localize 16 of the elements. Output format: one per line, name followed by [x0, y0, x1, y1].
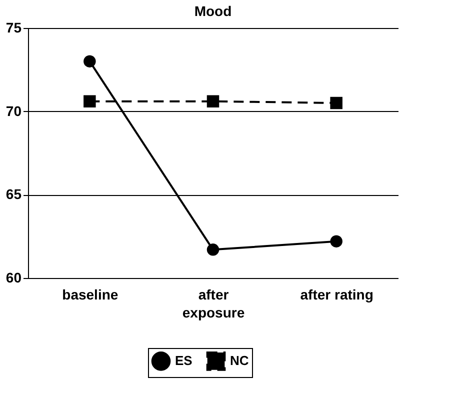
x-tick-label: after exposure — [182, 286, 245, 320]
point — [206, 244, 220, 256]
y-tick-label: 60 — [6, 270, 22, 286]
point — [84, 95, 96, 108]
point — [84, 55, 96, 68]
point — [330, 235, 342, 248]
y-tick-label: 75 — [6, 20, 22, 36]
point — [206, 95, 220, 108]
legend-label: ES — [175, 353, 193, 368]
chart-title: Mood — [194, 3, 232, 19]
legend-label: NC — [230, 353, 250, 368]
y-tick-label: 70 — [6, 102, 22, 119]
point — [330, 96, 342, 110]
x-tick-label: after rating — [300, 286, 374, 302]
y-tick-label: 65 — [6, 186, 22, 202]
x-tick-label: baseline — [62, 286, 118, 302]
